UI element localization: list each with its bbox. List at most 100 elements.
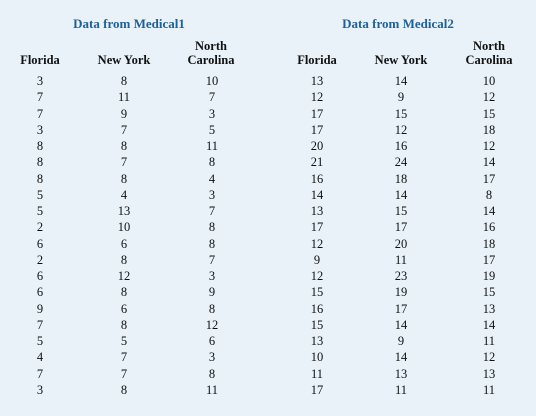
table-cell: 8: [120, 74, 128, 88]
table-cell: 12: [482, 350, 496, 365]
table-cell: 9: [313, 252, 321, 267]
table-cell: 7: [208, 204, 216, 218]
table-cell: 17: [394, 220, 408, 235]
table-cell: 3: [36, 74, 44, 88]
table-cell: 15: [394, 106, 408, 121]
table-cell: 17: [394, 301, 408, 316]
table-cell: 16: [394, 139, 408, 153]
table-cell: 12: [117, 269, 131, 283]
table-cell: 17: [310, 220, 324, 235]
table-cell: 12: [310, 269, 324, 283]
table-cell: 12: [394, 122, 408, 137]
table-cell: 11: [482, 334, 496, 348]
table-cell: 4: [208, 171, 216, 186]
table-cell: 8: [120, 382, 128, 397]
table-cell: 6: [36, 236, 44, 251]
table-cell: 20: [310, 139, 324, 153]
table-cell: 11: [205, 382, 219, 397]
column-northcarolina-2: 10 12 15 18 12 14 17 8 14 16 18 17 19 15 13 14 11 12 13 11: [469, 73, 509, 398]
table-cell: 15: [310, 317, 324, 332]
table-cell: 7: [36, 106, 44, 121]
table-cell: 17: [310, 122, 324, 137]
table-cell: 3: [36, 382, 44, 397]
table-cell: 12: [310, 90, 324, 105]
table-cell: 8: [208, 301, 216, 316]
table-cell: 8: [120, 171, 128, 186]
table-cell: 8: [120, 317, 128, 332]
table-cell: 9: [397, 90, 405, 105]
table-cell: 4: [120, 187, 128, 202]
table-cell: 7: [208, 252, 216, 267]
table-cell: 6: [120, 236, 128, 251]
table-cell: 8: [208, 220, 216, 235]
table-cell: 8: [120, 139, 128, 153]
table-cell: 8: [485, 187, 493, 202]
table-cell: 13: [310, 74, 324, 88]
table-cell: 18: [482, 122, 496, 137]
table-cell: 14: [482, 155, 496, 170]
table-cell: 5: [36, 204, 44, 218]
table-cell: 14: [394, 350, 408, 365]
table-cell: 10: [205, 74, 219, 88]
table-cell: 3: [208, 187, 216, 202]
table-cell: 8: [36, 171, 44, 186]
header-northcarolina-2: North Carolina: [465, 39, 513, 67]
table-cell: 13: [310, 204, 324, 218]
table-cell: 7: [36, 366, 44, 381]
header-northcarolina-1: North Carolina: [187, 39, 235, 67]
table-cell: 7: [120, 122, 128, 137]
column-newyork-1: 8 11 9 7 8 7 8 4 13 10 6 8 12 8 6 8 5 7 7 8: [104, 73, 144, 398]
table-cell: 8: [208, 236, 216, 251]
table-cell: 9: [397, 334, 405, 348]
table-cell: 14: [394, 317, 408, 332]
table-cell: 11: [310, 366, 324, 381]
table-cell: 18: [394, 171, 408, 186]
column-northcarolina-1: 10 7 3 5 11 8 4 3 7 8 8 7 3 9 8 12 6 3 8 11: [192, 73, 232, 398]
table-cell: 2: [36, 220, 44, 235]
table-cell: 7: [120, 366, 128, 381]
table-cell: 9: [120, 106, 128, 121]
table-cell: 24: [394, 155, 408, 170]
header-florida-1: Florida: [20, 53, 60, 67]
table-cell: 3: [208, 350, 216, 365]
table-cell: 8: [36, 139, 44, 153]
table-cell: 19: [482, 269, 496, 283]
table-cell: 6: [120, 301, 128, 316]
header-newyork-2: New York: [374, 53, 428, 67]
table-cell: 6: [208, 334, 216, 348]
table-cell: 12: [310, 236, 324, 251]
header-florida-2: Florida: [297, 53, 337, 67]
table-cell: 9: [36, 301, 44, 316]
table-cell: 11: [117, 90, 131, 105]
table-cell: 13: [117, 204, 131, 218]
table-cell: 10: [310, 350, 324, 365]
group-title-medical1: Data from Medical1: [73, 16, 185, 31]
table-cell: 20: [394, 236, 408, 251]
table-cell: 8: [120, 252, 128, 267]
table-cell: 9: [208, 285, 216, 300]
table-cell: 3: [208, 106, 216, 121]
table-cell: 15: [482, 106, 496, 121]
table-cell: 12: [482, 90, 496, 105]
table-cell: 10: [117, 220, 131, 235]
table-cell: 11: [394, 252, 408, 267]
table-cell: 18: [482, 236, 496, 251]
table-cell: 14: [394, 187, 408, 202]
table-cell: 3: [36, 122, 44, 137]
table-cell: 5: [36, 334, 44, 348]
table-cell: 8: [208, 155, 216, 170]
table-cell: 14: [394, 74, 408, 88]
column-florida-2: 13 12 17 17 20 21 16 14 13 17 12 9 12 15 16 15 13 10 11 17: [297, 73, 337, 398]
table-cell: 10: [482, 74, 496, 88]
table-cell: 7: [36, 317, 44, 332]
table-cell: 12: [205, 317, 219, 332]
table-cell: 12: [482, 139, 496, 153]
table-cell: 13: [394, 366, 408, 381]
column-newyork-2: 14 9 15 12 16 24 18 14 15 17 20 11 23 19 17 14 9 14 13 11: [381, 73, 421, 398]
table-cell: 5: [120, 334, 128, 348]
table-cell: 15: [482, 285, 496, 300]
table-cell: 4: [36, 350, 44, 365]
table-cell: 23: [394, 269, 408, 283]
table-cell: 14: [310, 187, 324, 202]
